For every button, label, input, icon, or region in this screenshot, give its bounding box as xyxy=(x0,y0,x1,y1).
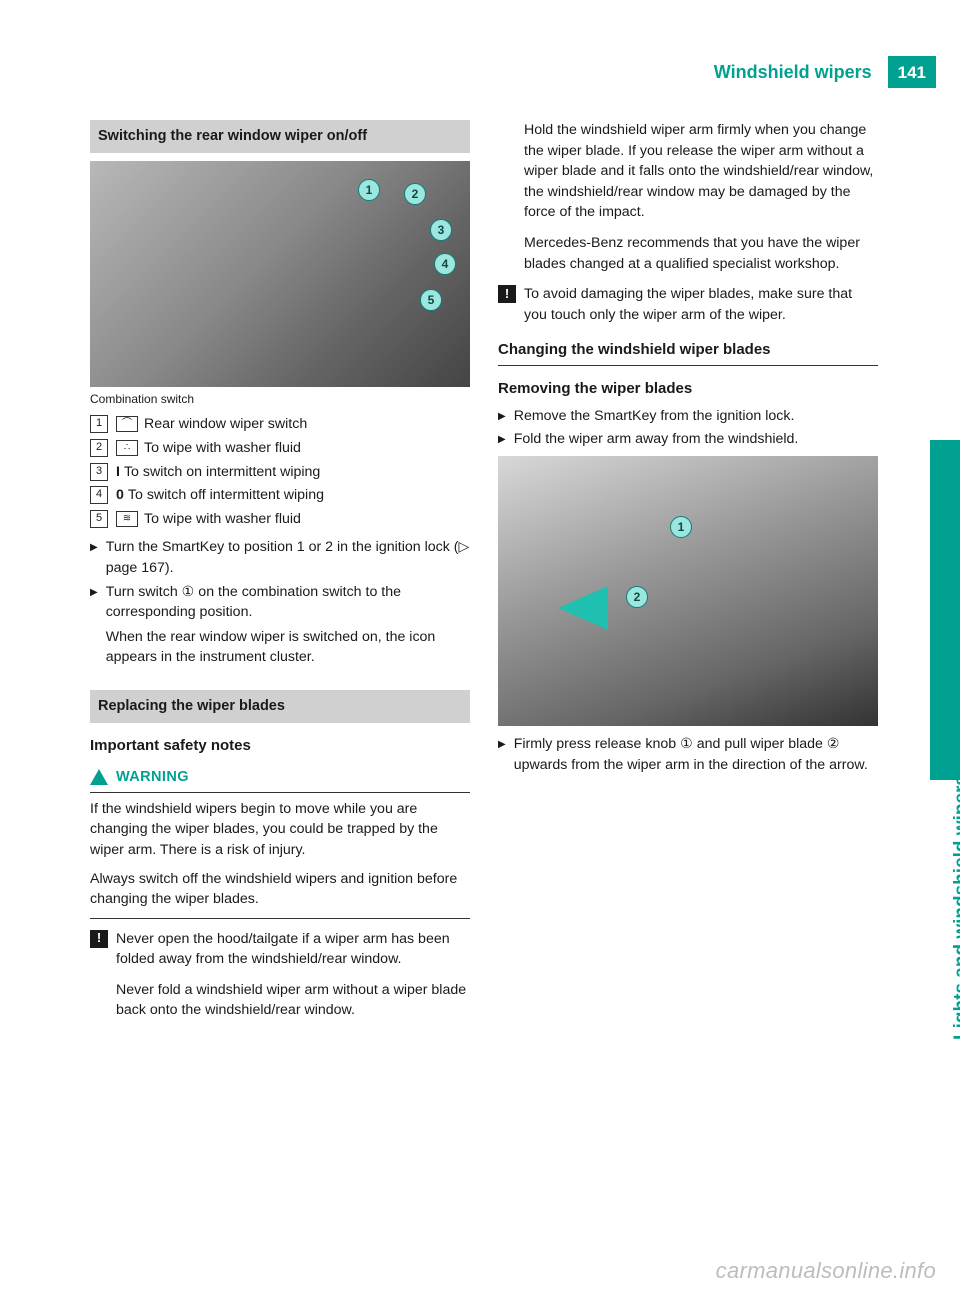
subhead-removing-blades: Removing the wiper blades xyxy=(498,378,878,400)
warning-box: WARNING If the windshield wipers begin t… xyxy=(90,767,470,919)
exclamation-icon: ! xyxy=(90,930,108,948)
page-header: Windshield wipers 141 xyxy=(708,56,936,88)
warning-triangle-icon xyxy=(90,769,108,785)
direction-arrow-icon xyxy=(558,586,608,630)
list-text: To wipe with washer fluid xyxy=(144,438,301,459)
action-list: Turn the SmartKey to position 1 or 2 in … xyxy=(90,537,470,668)
right-column: Hold the windshield wiper arm firmly whe… xyxy=(498,120,878,1035)
continuation-text: Hold the windshield wiper arm firmly whe… xyxy=(524,120,878,223)
badge-number: 4 xyxy=(90,486,108,504)
exclamation-icon: ! xyxy=(498,285,516,303)
badge-number: 1 xyxy=(90,415,108,433)
list-text: To switch on intermittent wiping xyxy=(124,464,320,480)
figure-wiper-blade-removal: 1 2 xyxy=(498,456,878,726)
action-item: Turn switch ① on the combination switch … xyxy=(90,582,470,668)
fig1-callout-5: 5 xyxy=(420,289,442,311)
action-item: Remove the SmartKey from the ignition lo… xyxy=(498,406,878,427)
header-page-number: 141 xyxy=(888,56,936,88)
figure-combination-switch: 1 2 3 4 5 xyxy=(90,161,470,387)
list-text: Rear window wiper switch xyxy=(144,414,307,435)
wiper-icon: ⌒ xyxy=(116,416,138,432)
continuation-text: Mercedes-Benz recommends that you have t… xyxy=(524,233,878,274)
subhead-important-safety: Important safety notes xyxy=(90,735,470,757)
note-text: To avoid damaging the wiper blades, make… xyxy=(524,286,852,323)
action-text: Turn switch ① on the combination switch … xyxy=(106,584,401,621)
subhead-changing-blades: Changing the windshield wiper blades xyxy=(498,339,878,366)
header-title: Windshield wipers xyxy=(708,56,888,88)
action-list: Remove the SmartKey from the ignition lo… xyxy=(498,406,878,450)
list-item: 2 ∴ To wipe with washer fluid xyxy=(90,438,470,459)
action-item: Turn the SmartKey to position 1 or 2 in … xyxy=(90,537,470,578)
fig1-callout-3: 3 xyxy=(430,219,452,241)
list-text: To wipe with washer fluid xyxy=(144,509,301,530)
list-item: 4 0To switch off intermittent wiping xyxy=(90,485,470,506)
washer-icon: ∴ xyxy=(116,440,138,456)
list-item: 3 ITo switch on intermittent wiping xyxy=(90,462,470,483)
fig2-callout-1: 1 xyxy=(670,516,692,538)
left-column: Switching the rear window wiper on/off 1… xyxy=(90,120,470,1035)
fig1-callout-1: 1 xyxy=(358,179,380,201)
action-item: Fold the wiper arm away from the windshi… xyxy=(498,429,878,450)
glyph-0: 0 xyxy=(116,487,124,503)
side-tab-text: Lights and windshield wipers xyxy=(951,775,960,1040)
badge-number: 3 xyxy=(90,463,108,481)
fig1-callout-4: 4 xyxy=(434,253,456,275)
fig2-callout-2: 2 xyxy=(626,586,648,608)
section-title-rear-wiper: Switching the rear window wiper on/off xyxy=(90,120,470,153)
badge-number: 2 xyxy=(90,439,108,457)
glyph-i: I xyxy=(116,464,120,480)
watermark-text: carmanualsonline.info xyxy=(716,1258,936,1284)
side-tab-background xyxy=(930,440,960,780)
note-text: Never open the hood/tailgate if a wiper … xyxy=(116,929,470,970)
figure1-caption: Combination switch xyxy=(90,391,470,408)
note-text: Never fold a windshield wiper arm withou… xyxy=(116,980,470,1021)
list-item: 5 ≋ To wipe with washer fluid xyxy=(90,509,470,530)
warning-text-1: If the windshield wipers begin to move w… xyxy=(90,799,470,861)
caution-note: ! Never open the hood/tailgate if a wipe… xyxy=(90,929,470,1031)
list-text: To switch off intermittent wiping xyxy=(128,487,324,503)
badge-number: 5 xyxy=(90,510,108,528)
action-item: Firmly press release knob ① and pull wip… xyxy=(498,734,878,775)
action-list: Firmly press release knob ① and pull wip… xyxy=(498,734,878,775)
section-title-replacing: Replacing the wiper blades xyxy=(90,690,470,723)
warning-text-2: Always switch off the windshield wipers … xyxy=(90,869,470,919)
switch-positions-list: 1 ⌒ Rear window wiper switch 2 ∴ To wipe… xyxy=(90,414,470,529)
action-result-text: When the rear window wiper is switched o… xyxy=(106,627,470,668)
warning-label: WARNING xyxy=(116,767,189,788)
caution-note: ! To avoid damaging the wiper blades, ma… xyxy=(498,284,878,325)
list-item: 1 ⌒ Rear window wiper switch xyxy=(90,414,470,435)
fig1-callout-2: 2 xyxy=(404,183,426,205)
washer-icon: ≋ xyxy=(116,511,138,527)
